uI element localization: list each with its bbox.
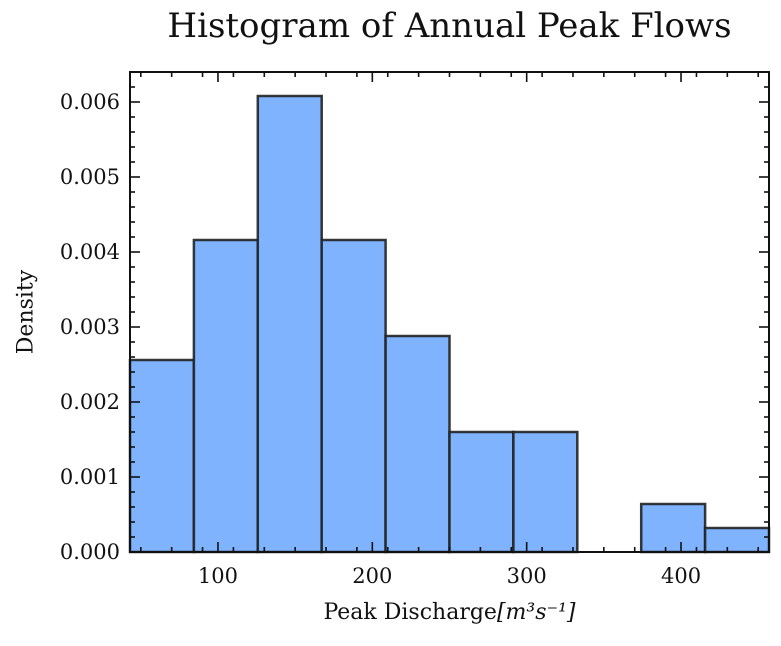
histogram-bar xyxy=(384,334,451,554)
histogram-bar xyxy=(320,238,387,554)
histogram-bar xyxy=(448,430,515,554)
x-axis-label-text: Peak Discharge xyxy=(323,600,497,625)
x-tick-label: 100 xyxy=(198,564,238,588)
histogram-bar xyxy=(192,238,260,554)
x-tick-label: 200 xyxy=(352,564,392,588)
x-axis-label: Peak Discharge[m³s⁻¹] xyxy=(130,600,769,625)
histogram-bar xyxy=(256,94,323,554)
histogram-bar xyxy=(128,358,196,554)
histogram-bar xyxy=(703,526,771,554)
chart-title: Histogram of Annual Peak Flows xyxy=(167,6,732,46)
y-tick-label: 0.002 xyxy=(60,390,120,414)
x-tick-label: 300 xyxy=(507,564,547,588)
histogram-bar xyxy=(639,502,707,554)
y-tick-label: 0.003 xyxy=(60,315,120,339)
plot-frame xyxy=(129,71,770,553)
y-tick-label: 0.000 xyxy=(60,540,120,564)
x-axis-label-units: [m³s⁻¹] xyxy=(496,600,576,625)
y-tick-label: 0.005 xyxy=(60,165,120,189)
y-tick-label: 0.004 xyxy=(60,240,120,264)
x-tick-label: 400 xyxy=(661,564,701,588)
histogram-bar xyxy=(512,430,579,554)
y-tick-label: 0.001 xyxy=(60,465,120,489)
y-tick-label: 0.006 xyxy=(60,90,120,114)
